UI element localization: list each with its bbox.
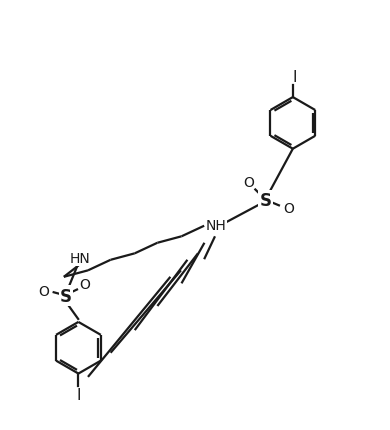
Text: HN: HN — [70, 252, 91, 266]
Text: I: I — [292, 70, 297, 85]
Text: O: O — [283, 202, 294, 216]
Text: S: S — [60, 287, 72, 305]
Text: O: O — [38, 284, 49, 298]
Text: O: O — [244, 176, 255, 190]
Text: O: O — [79, 277, 90, 292]
Text: S: S — [260, 191, 272, 209]
Text: I: I — [76, 387, 81, 402]
Text: NH: NH — [206, 218, 226, 232]
